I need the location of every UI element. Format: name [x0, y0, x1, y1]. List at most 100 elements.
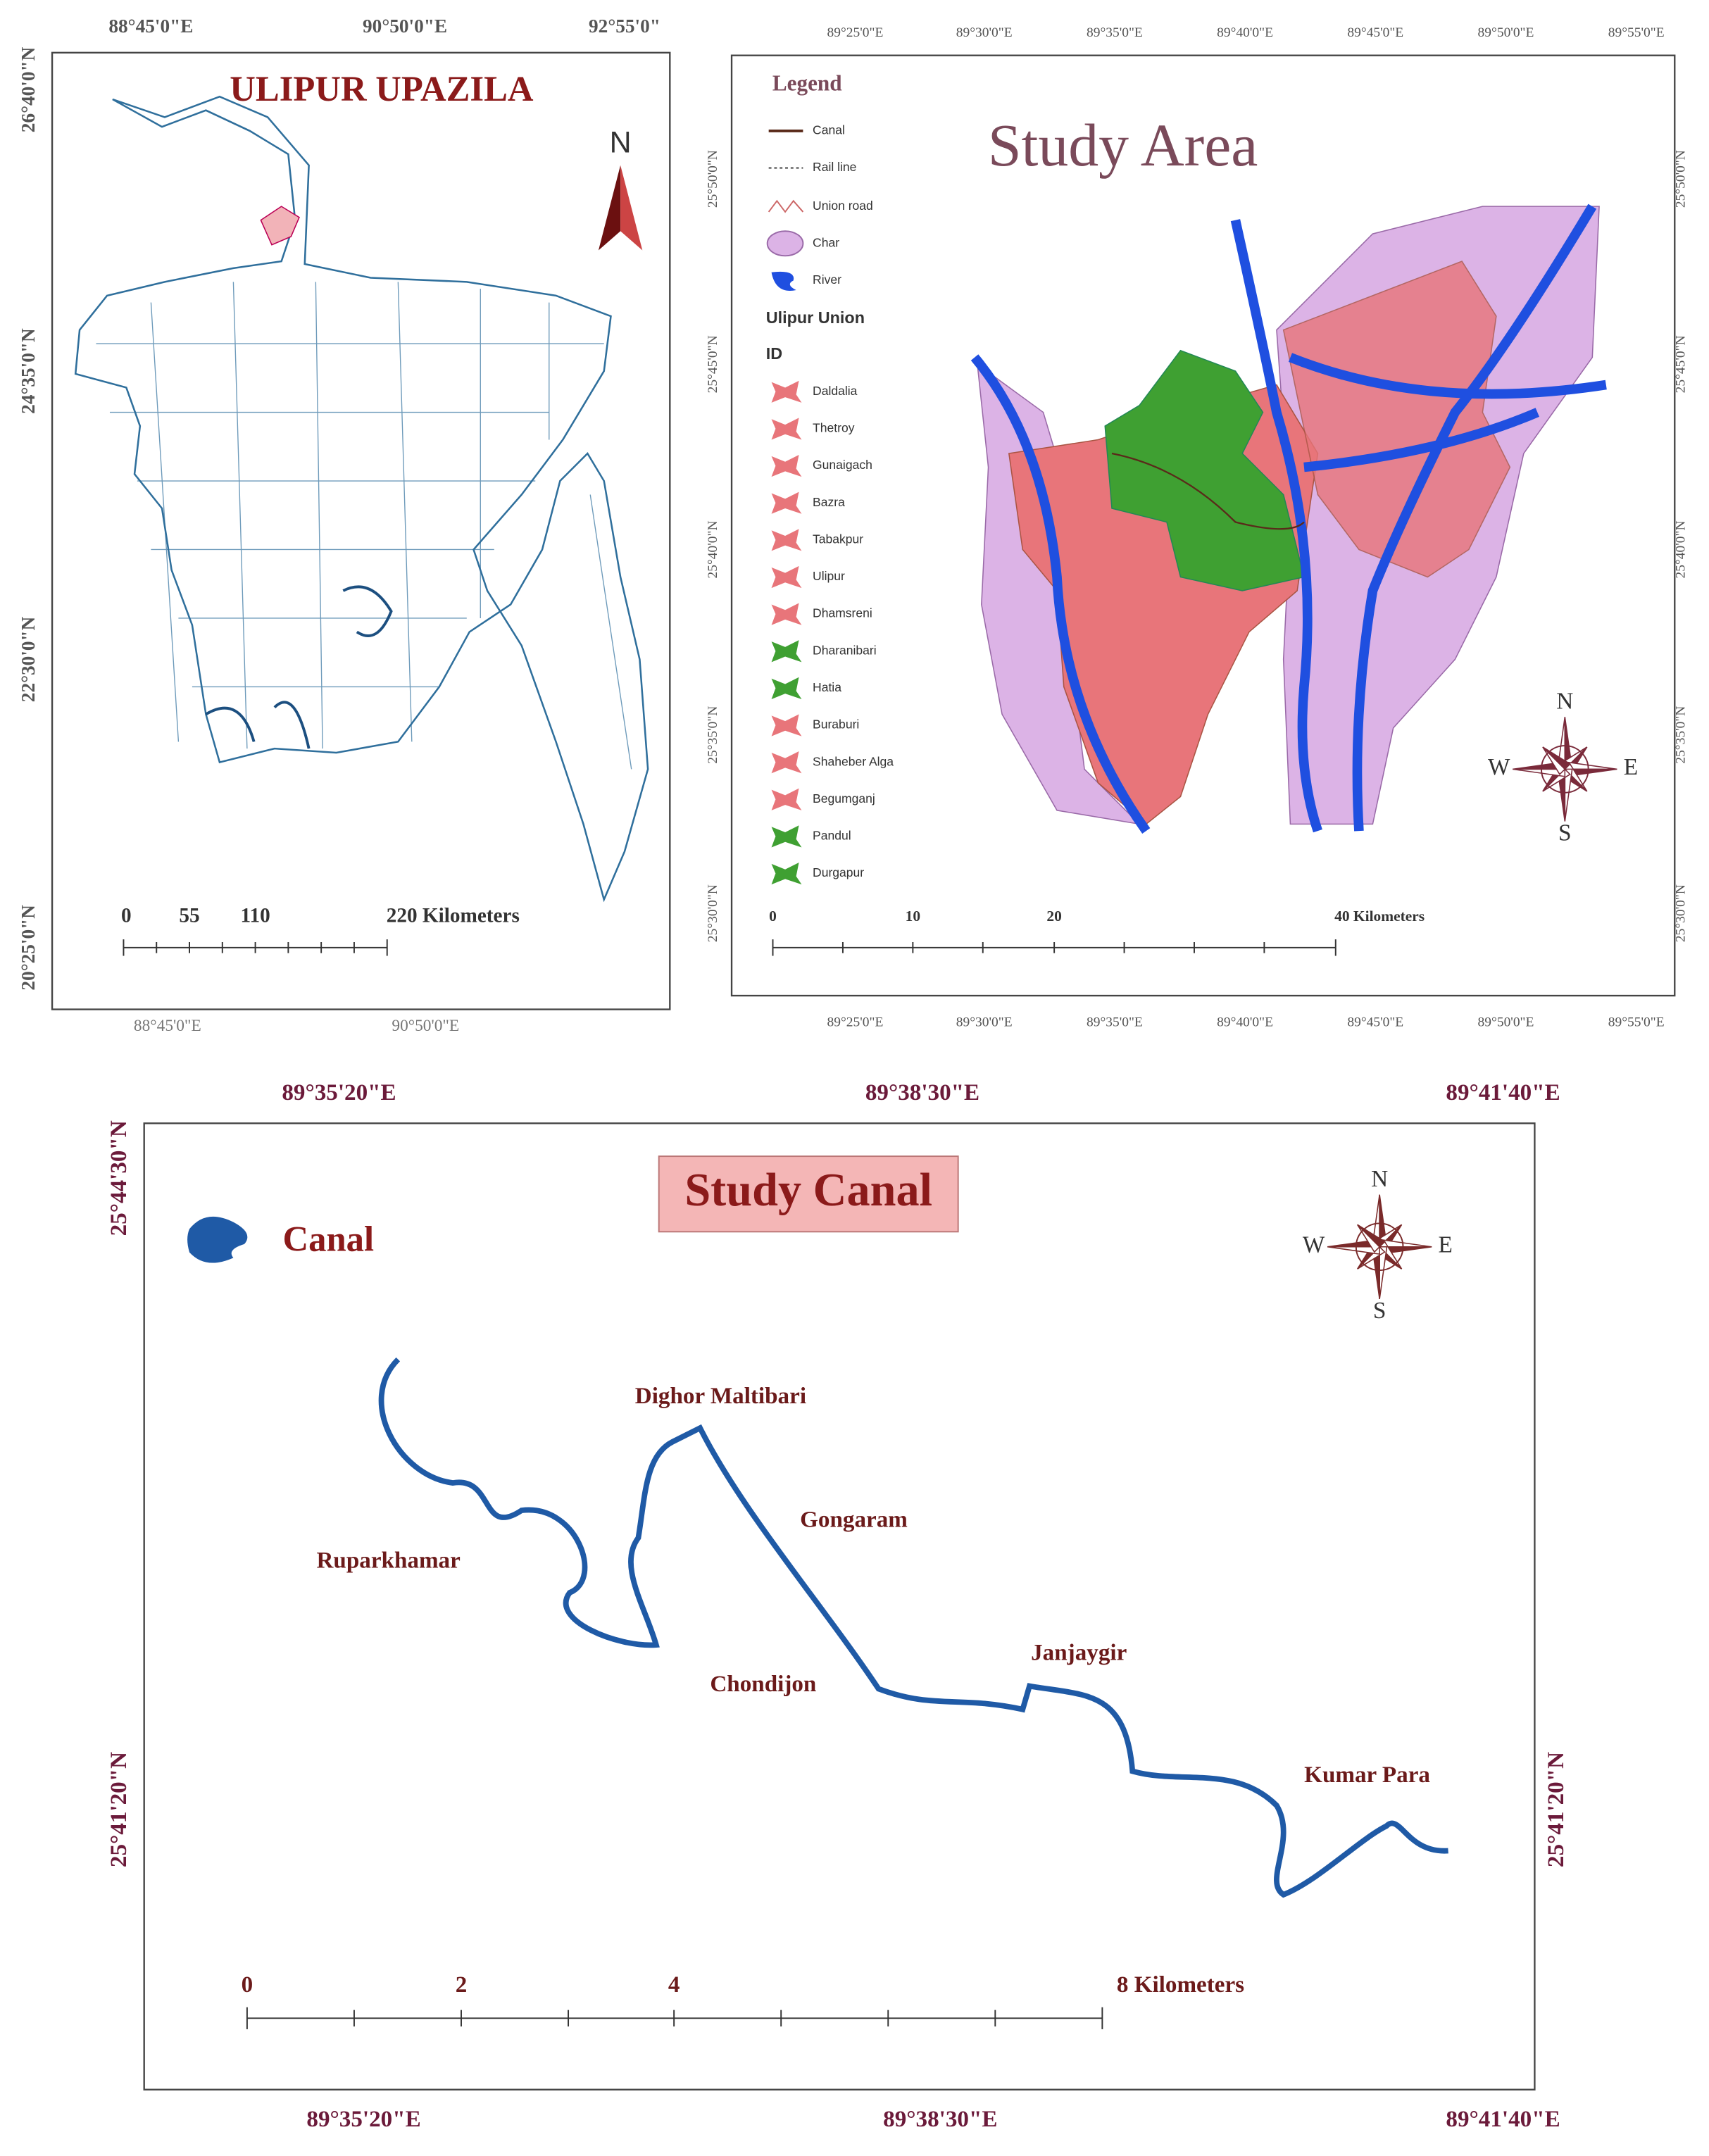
legend-label: Daldalia: [813, 384, 858, 398]
place-label: Gongaram: [800, 1506, 908, 1532]
compass-letter: E: [1624, 754, 1638, 780]
map-title: Study Canal: [684, 1165, 932, 1216]
longitude-label: 89°38'30"E: [883, 2106, 997, 2132]
scale-label: 110: [240, 905, 270, 927]
scale-label: 220 Kilometers: [387, 905, 520, 927]
legend-swatch: [771, 825, 802, 848]
compass-letter: S: [1558, 820, 1572, 846]
legend-label: Pandul: [813, 829, 851, 843]
study-area-frame: [730, 54, 1676, 997]
latitude-label: 25°50'0"N: [1673, 150, 1688, 208]
longitude-label: 89°41'40"E: [1446, 2106, 1560, 2132]
legend-label: Tabakpur: [813, 532, 863, 546]
legend-heading: Ulipur Union: [766, 308, 865, 327]
latitude-label: 25°41'20"N: [106, 1752, 132, 1867]
legend-label: Canal: [283, 1220, 375, 1259]
legend-swatch: [771, 529, 802, 551]
place-label: Ruparkhamar: [317, 1548, 461, 1574]
longitude-label: 89°38'30"E: [865, 1079, 979, 1105]
legend-swatch: [771, 491, 802, 514]
longitude-label: 89°35'20"E: [306, 2106, 420, 2132]
latitude-label: 22°30'0"N: [18, 616, 39, 702]
longitude-label: 90°50'0"E: [363, 15, 447, 37]
compass-letter: S: [1373, 1298, 1386, 1324]
longitude-label: 89°41'40"E: [1446, 1079, 1560, 1105]
legend-swatch: [771, 418, 802, 440]
scale-label: 0: [242, 1972, 253, 1998]
legend-swatch: [771, 677, 802, 699]
scale-label: 0: [769, 908, 777, 925]
study-area-map: [970, 203, 1607, 834]
place-label: Chondijon: [710, 1671, 816, 1697]
longitude-label: 88°45'0"E: [108, 15, 193, 37]
scale-label: 0: [121, 905, 132, 927]
legend-heading: ID: [766, 344, 782, 363]
compass-letter: N: [1371, 1166, 1388, 1192]
legend-swatch: [771, 380, 802, 403]
legend-symbol: [766, 230, 804, 257]
legend-swatch: [771, 454, 802, 477]
latitude-label: 25°50'0"N: [706, 150, 720, 208]
longitude-label: 89°50'0"E: [1478, 1015, 1534, 1029]
legend-label: Hatia: [813, 680, 841, 694]
longitude-label: 88°45'0"E: [134, 1017, 201, 1035]
latitude-label: 25°44'30"N: [106, 1120, 132, 1236]
legend-label: Thetroy: [813, 421, 855, 435]
longitude-label: 92°55'0": [589, 15, 661, 37]
legend-swatch: [771, 788, 802, 810]
scale-label: 55: [179, 905, 199, 927]
legend-label: Dharanibari: [813, 643, 877, 657]
longitude-label: 89°25'0"E: [827, 25, 884, 40]
legend-label: River: [813, 272, 841, 287]
longitude-label: 89°35'20"E: [282, 1079, 396, 1105]
legend-symbol: [771, 271, 796, 291]
compass-letter: W: [1303, 1231, 1325, 1258]
compass-point: [1542, 746, 1571, 770]
legend-swatch: [771, 603, 802, 625]
latitude-label: 25°45'0"N: [1673, 335, 1688, 393]
study-canal-frame: [143, 1122, 1536, 2091]
longitude-label: 89°45'0"E: [1347, 25, 1403, 40]
longitude-label: 89°40'0"E: [1217, 1015, 1273, 1029]
longitude-label: 89°25'0"E: [827, 1015, 884, 1029]
compass-ring: [1541, 745, 1589, 794]
legend-label: Shaheber Alga: [813, 754, 894, 768]
latitude-label: 25°45'0"N: [706, 335, 720, 393]
bangladesh-scale-bar: [123, 939, 388, 956]
latitude-label: 20°25'0"N: [18, 905, 39, 991]
longitude-label: 90°50'0"E: [392, 1017, 459, 1035]
scale-label: 4: [668, 1972, 680, 1998]
map-title: ULIPUR UPAZILA: [230, 69, 534, 108]
north-label: N: [610, 126, 632, 160]
longitude-label: 89°55'0"E: [1608, 1015, 1665, 1029]
longitude-label: 89°30'0"E: [956, 25, 1013, 40]
latitude-label: 25°40'0"N: [1673, 520, 1688, 578]
bangladesh-frame: [51, 51, 671, 1010]
north-arrow: [598, 165, 643, 251]
compass-rose: [1327, 1194, 1432, 1299]
longitude-label: 89°40'0"E: [1217, 25, 1273, 40]
canal: [378, 1357, 1448, 1898]
longitude-label: 89°30'0"E: [956, 1015, 1013, 1029]
longitude-label: 89°55'0"E: [1608, 25, 1665, 40]
ulipur-highlight: [260, 206, 300, 246]
place-label: Dighor Maltibari: [635, 1383, 806, 1409]
legend-label: Dhamsreni: [813, 606, 872, 620]
latitude-label: 26°40'0"N: [18, 46, 39, 132]
latitude-label: 25°30'0"N: [706, 884, 720, 942]
bangladesh-outline: [74, 95, 649, 903]
compass-ring: [1355, 1222, 1404, 1272]
legend-label: Union road: [813, 199, 873, 213]
legend-label: Char: [813, 235, 839, 249]
legend-swatch: [771, 640, 802, 663]
legend-swatch: [771, 862, 802, 885]
study-area-scale-bar: [772, 939, 1336, 956]
title-box: [658, 1155, 959, 1233]
longitude-label: 89°45'0"E: [1347, 1015, 1403, 1029]
legend-label: Gunaigach: [813, 458, 872, 472]
latitude-label: 24°35'0"N: [18, 328, 39, 414]
legend-swatch: [771, 565, 802, 589]
compass-rose: [1513, 717, 1617, 822]
compass-letter: W: [1488, 754, 1510, 780]
